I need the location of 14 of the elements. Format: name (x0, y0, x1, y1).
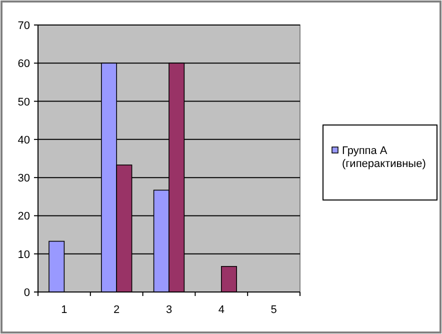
y-tick-label: 30 (18, 172, 30, 185)
y-tick-label: 40 (18, 134, 30, 146)
legend-label: Группа А (гиперактивные) (342, 145, 426, 170)
x-tick-label: 5 (270, 304, 277, 316)
y-tick-label: 20 (18, 210, 30, 223)
y-tick-label: 70 (18, 20, 30, 32)
x-tick-label: 4 (218, 304, 224, 316)
y-tick-label: 0 (24, 287, 30, 299)
x-tick-label: 3 (166, 304, 172, 316)
x-tick-label: 1 (61, 304, 68, 316)
x-tick-label: 2 (114, 304, 120, 316)
y-tick-label: 50 (18, 96, 30, 108)
y-tick-label: 10 (18, 248, 30, 261)
y-tick-label: 60 (18, 58, 30, 70)
